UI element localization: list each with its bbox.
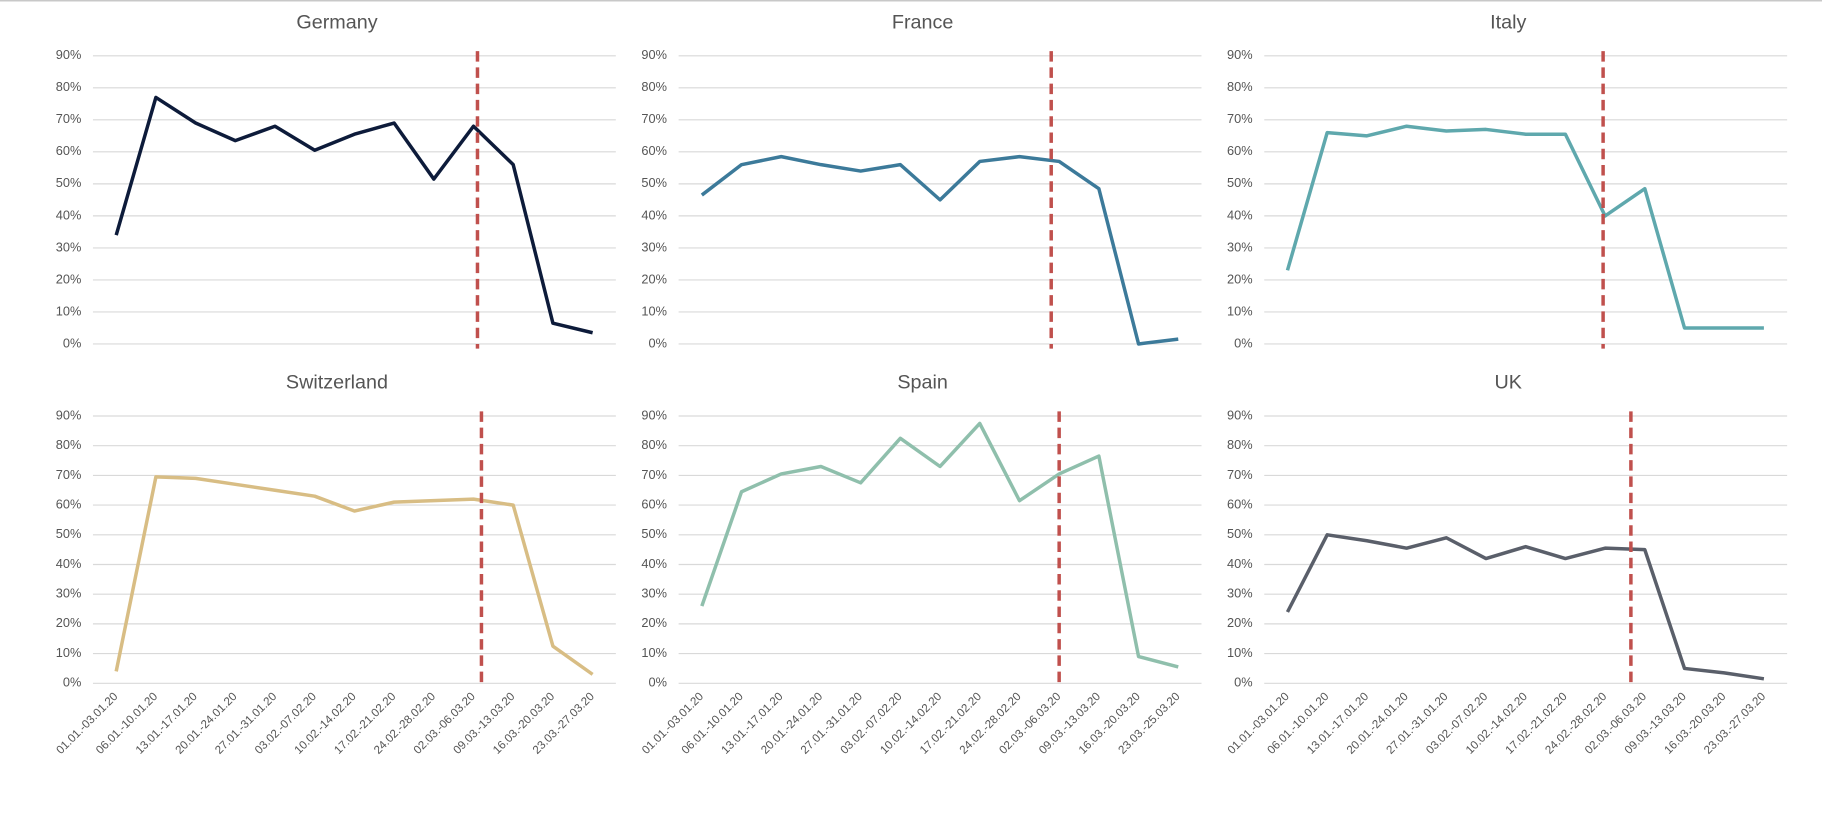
y-tick-label: 90% [56, 407, 82, 422]
y-tick-label: 0% [63, 675, 81, 690]
y-tick-label: 60% [1227, 143, 1253, 158]
data-line [700, 154, 1179, 346]
y-tick-label: 0% [649, 675, 667, 690]
y-tick-label: 90% [641, 407, 667, 422]
data-line [114, 95, 594, 335]
y-tick-label: 50% [1227, 175, 1253, 190]
y-tick-label: 50% [1227, 526, 1253, 541]
y-tick-label: 10% [1227, 303, 1253, 318]
y-tick-label: 10% [56, 645, 82, 660]
y-tick-label: 30% [1227, 586, 1253, 601]
data-line [114, 475, 594, 676]
y-tick-label: 30% [641, 586, 667, 601]
y-tick-label: 40% [56, 207, 82, 222]
chart-title: Spain [897, 372, 948, 394]
y-tick-label: 60% [641, 143, 667, 158]
data-line [1285, 124, 1764, 330]
y-tick-label: 90% [56, 47, 82, 62]
y-tick-label: 40% [1227, 207, 1253, 222]
y-tick-label: 30% [56, 586, 82, 601]
y-tick-label: 90% [1227, 407, 1253, 422]
y-tick-label: 10% [641, 645, 667, 660]
y-tick-label: 60% [56, 143, 82, 158]
y-tick-label: 0% [649, 335, 667, 350]
chart-title: Italy [1490, 11, 1526, 33]
y-tick-label: 50% [641, 175, 667, 190]
y-tick-label: 40% [1227, 556, 1253, 571]
y-tick-label: 30% [641, 239, 667, 254]
y-tick-label: 60% [1227, 496, 1253, 511]
y-tick-label: 50% [56, 175, 82, 190]
data-line [1285, 533, 1765, 681]
chart-title: Germany [296, 11, 377, 33]
y-tick-label: 10% [1227, 645, 1253, 660]
y-tick-label: 80% [1227, 79, 1253, 94]
y-tick-label: 70% [641, 111, 667, 126]
y-tick-label: 30% [56, 239, 82, 254]
y-tick-label: 20% [641, 271, 667, 286]
y-tick-label: 70% [641, 467, 667, 482]
y-tick-label: 60% [56, 496, 82, 511]
y-tick-label: 40% [641, 556, 667, 571]
y-tick-label: 0% [63, 335, 81, 350]
chart-title: UK [1495, 372, 1522, 394]
y-tick-label: 20% [56, 271, 82, 286]
y-tick-label: 70% [56, 467, 82, 482]
y-tick-label: 80% [56, 437, 82, 452]
y-tick-label: 40% [641, 207, 667, 222]
y-tick-label: 0% [1234, 675, 1252, 690]
y-tick-label: 10% [56, 303, 82, 318]
y-tick-label: 50% [641, 526, 667, 541]
chart-title: Switzerland [286, 372, 388, 394]
y-tick-label: 90% [1227, 47, 1253, 62]
y-tick-label: 80% [641, 437, 667, 452]
y-tick-label: 0% [1234, 335, 1252, 350]
y-tick-label: 80% [641, 79, 667, 94]
y-tick-label: 20% [56, 615, 82, 630]
chart-title: France [892, 11, 953, 33]
data-line [700, 421, 1179, 669]
y-tick-label: 20% [641, 615, 667, 630]
y-tick-label: 20% [1227, 615, 1253, 630]
y-tick-label: 50% [56, 526, 82, 541]
y-tick-label: 60% [641, 496, 667, 511]
y-tick-label: 80% [56, 79, 82, 94]
y-tick-label: 40% [56, 556, 82, 571]
y-tick-label: 10% [641, 303, 667, 318]
y-tick-label: 30% [1227, 239, 1253, 254]
y-tick-label: 20% [1227, 271, 1253, 286]
y-tick-label: 80% [1227, 437, 1253, 452]
y-tick-label: 70% [1227, 467, 1253, 482]
y-tick-label: 90% [641, 47, 667, 62]
y-tick-label: 70% [56, 111, 82, 126]
y-tick-label: 70% [1227, 111, 1253, 126]
